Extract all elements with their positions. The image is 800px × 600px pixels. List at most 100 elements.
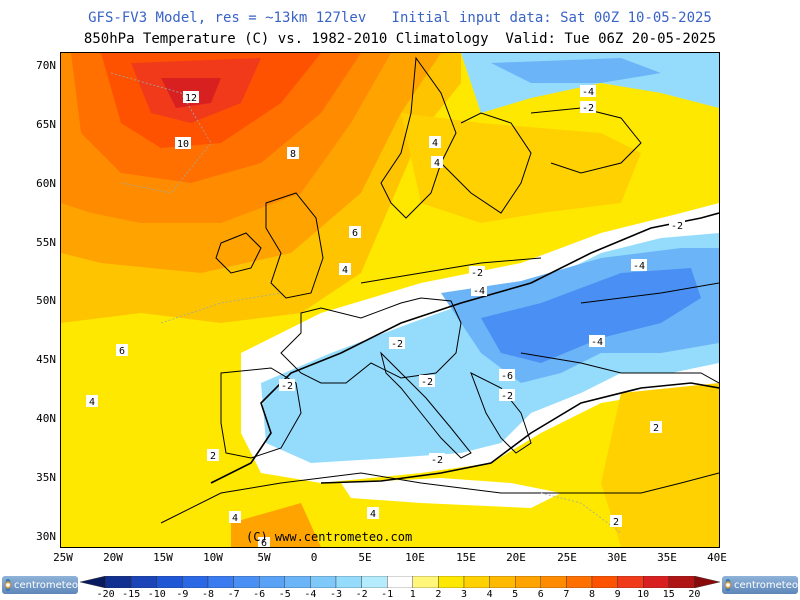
x-tick-label: 15W	[153, 551, 173, 564]
contour-label: 2	[207, 449, 219, 462]
svg-text:2: 2	[210, 451, 216, 462]
svg-text:-2: -2	[431, 455, 443, 466]
colorbar-swatch	[540, 576, 567, 588]
logo-text: centrometeo	[733, 579, 798, 591]
contour-label: 4	[429, 136, 441, 149]
colorbar-label: 10	[637, 589, 650, 600]
svg-text:-2: -2	[391, 339, 403, 350]
colorbar-swatch	[438, 576, 465, 588]
svg-text:-2: -2	[471, 268, 483, 279]
svg-text:4: 4	[342, 265, 348, 276]
svg-text:4: 4	[232, 513, 238, 524]
colorbar-label: 15	[662, 589, 675, 600]
copyright-text: (C) www.centrometeo.com	[246, 530, 412, 544]
svg-text:-4: -4	[473, 286, 485, 297]
svg-text:-4: -4	[633, 261, 645, 272]
temperature-anomaly-map: 12 10 8 6 4 6 4 4 4 2 2 4 -4 -2 -2 -2 -4…	[61, 53, 719, 547]
colorbar-label: 1	[409, 589, 416, 600]
x-tick-label: 5W	[257, 551, 271, 564]
y-tick-label: 35N	[36, 471, 56, 484]
x-tick-label: 20E	[506, 551, 526, 564]
svg-text:2: 2	[613, 517, 619, 528]
contour-label: 4	[367, 507, 379, 520]
model-info-title: GFS-FV3 Model, res = ~13km 127lev Initia…	[88, 10, 712, 26]
contour-label: 12	[183, 91, 199, 104]
contour-label: 2	[650, 421, 662, 434]
colorbar-label: -9	[176, 589, 189, 600]
colorbar-swatch	[284, 576, 311, 588]
colorbar-label: 8	[588, 589, 596, 600]
y-tick-label: 50N	[36, 294, 56, 307]
colorbar-swatch	[617, 576, 644, 588]
map-frame: 12 10 8 6 4 6 4 4 4 2 2 4 -4 -2 -2 -2 -4…	[60, 52, 720, 548]
colorbar-label: 7	[563, 589, 570, 600]
colorbar-swatch	[105, 576, 132, 588]
colorbar-label: 2	[435, 589, 442, 600]
x-tick-label: 30E	[607, 551, 627, 564]
colorbar-swatch	[335, 576, 362, 588]
contour-label: 2	[610, 515, 622, 528]
svg-text:-2: -2	[501, 391, 513, 402]
contour-label: -2	[580, 101, 596, 114]
colorbar-label: -15	[122, 589, 141, 600]
colorbar-swatch	[233, 576, 260, 588]
y-tick-label: 45N	[36, 353, 56, 366]
globe-icon	[5, 579, 11, 591]
contour-label: -2	[499, 389, 515, 402]
colorbar-label: -8	[201, 589, 215, 600]
contour-label: -2	[669, 219, 685, 232]
svg-text:-4: -4	[591, 337, 603, 348]
field-title: 850hPa Temperature (C) vs. 1982-2010 Cli…	[83, 31, 717, 47]
contour-label: -6	[499, 369, 515, 382]
svg-text:6: 6	[261, 538, 267, 547]
x-tick-label: 25E	[557, 551, 577, 564]
svg-text:-6: -6	[501, 371, 513, 382]
contour-label: -2	[469, 266, 485, 279]
colorbar-swatch	[80, 576, 106, 588]
x-tick-label: 10W	[203, 551, 223, 564]
svg-text:4: 4	[432, 138, 438, 149]
colorbar-swatch	[566, 576, 593, 588]
colorbar-swatch	[131, 576, 158, 588]
y-tick-label: 60N	[36, 177, 56, 190]
y-tick-label: 30N	[36, 530, 56, 543]
contour-label: 2	[431, 141, 443, 153]
colorbar-swatch	[489, 576, 516, 588]
colorbar-label: 3	[460, 589, 468, 600]
y-tick-label: 70N	[36, 59, 56, 72]
x-tick-label: 35E	[657, 551, 677, 564]
contour-label: -4	[589, 335, 605, 348]
contour-label: -2	[429, 453, 445, 466]
x-tick-label: 15E	[456, 551, 476, 564]
x-tick-label: 25W	[53, 551, 73, 564]
colorbar-swatch	[694, 576, 720, 588]
contour-label: 4	[229, 511, 241, 524]
x-tick-label: 5E	[358, 551, 372, 564]
centrometeo-logo-left: centrometeo	[2, 576, 78, 594]
svg-text:12: 12	[185, 93, 197, 104]
colorbar-swatch	[361, 576, 388, 588]
x-tick-label: 20W	[103, 551, 123, 564]
colorbar-label: -2	[355, 589, 368, 600]
colorbar-label: 20	[688, 589, 701, 600]
contour-label: 6	[349, 226, 361, 239]
colorbar-swatch	[207, 576, 234, 588]
colorbar-label: 5	[512, 589, 519, 600]
colorbar-label: 4	[486, 589, 493, 600]
contour-label: 8	[287, 147, 299, 160]
svg-text:8: 8	[290, 149, 296, 160]
colorbar-label: -6	[253, 589, 266, 600]
svg-text:4: 4	[370, 509, 376, 520]
colorbar-swatch	[668, 576, 695, 588]
colorbar-label: -1	[381, 589, 394, 600]
contour-label: 4	[86, 395, 98, 408]
globe-icon	[725, 579, 731, 591]
y-tick-label: 65N	[36, 118, 56, 131]
svg-text:2: 2	[653, 423, 659, 434]
contour-label: 4	[339, 263, 351, 276]
colorbar-swatch	[310, 576, 337, 588]
colorbar-label: 6	[537, 589, 544, 600]
svg-text:-2: -2	[281, 381, 293, 392]
contour-label: 2	[401, 485, 413, 498]
contour-label: -2	[419, 375, 435, 388]
